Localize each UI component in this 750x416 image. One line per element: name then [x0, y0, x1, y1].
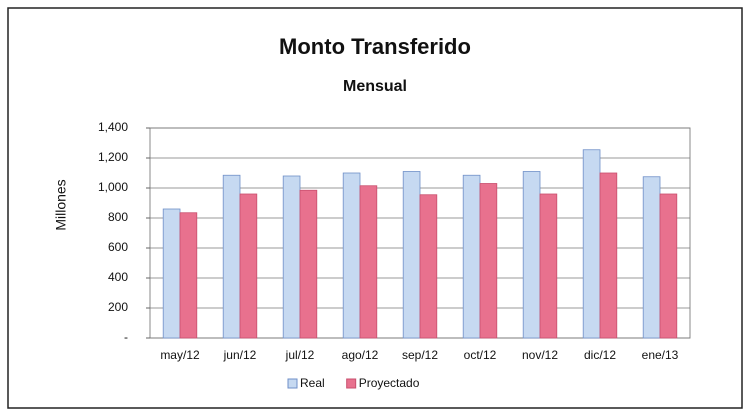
x-tick-label: jul/12 [285, 348, 315, 362]
bar [359, 185, 378, 339]
bar [402, 171, 421, 339]
bar [419, 194, 438, 339]
bar [582, 149, 601, 339]
x-tick-label: oct/12 [464, 348, 497, 362]
bar [239, 193, 258, 339]
chart-title: Monto Transferido [279, 34, 471, 59]
y-tick-label: 600 [108, 240, 128, 254]
x-tick-label: dic/12 [584, 348, 616, 362]
y-tick-label: 400 [108, 270, 128, 284]
bar [479, 183, 498, 339]
bar [522, 171, 541, 339]
bar [179, 212, 198, 339]
bar [342, 172, 361, 339]
y-tick-label: 1,400 [98, 120, 128, 134]
legend-swatch [287, 378, 298, 389]
y-tick-label: - [124, 330, 128, 344]
legend-label: Real [300, 376, 325, 390]
x-tick-label: jun/12 [223, 348, 257, 362]
bar [282, 175, 301, 339]
y-tick-label: 1,200 [98, 150, 128, 164]
y-tick-label: 800 [108, 210, 128, 224]
bar [659, 193, 678, 339]
x-tick-label: sep/12 [402, 348, 438, 362]
bar [642, 176, 661, 339]
bar [162, 208, 181, 339]
x-tick-label: nov/12 [522, 348, 558, 362]
legend-label: Proyectado [359, 376, 420, 390]
y-tick-label: 200 [108, 300, 128, 314]
y-axis-label: Millones [53, 179, 69, 230]
x-tick-label: ago/12 [342, 348, 379, 362]
legend-swatch [346, 378, 357, 389]
x-tick-label: may/12 [160, 348, 200, 362]
bar [462, 174, 481, 339]
bar [299, 189, 318, 339]
chart-subtitle: Mensual [343, 78, 407, 95]
x-tick-label: ene/13 [642, 348, 679, 362]
bar [222, 174, 241, 339]
y-tick-label: 1,000 [98, 180, 128, 194]
bar [539, 193, 558, 339]
bar [599, 172, 618, 339]
